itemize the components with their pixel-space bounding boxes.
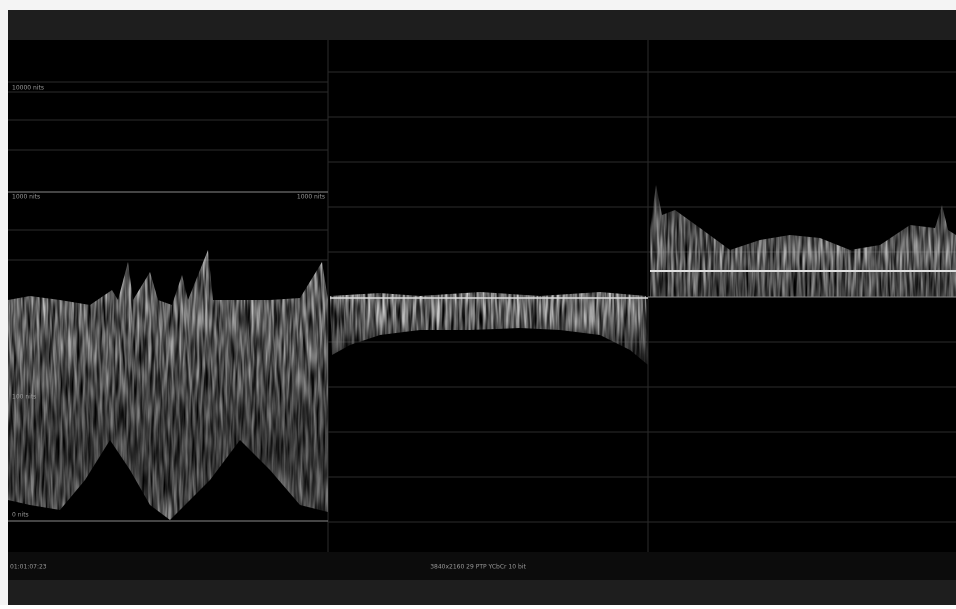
status-bar [8,552,956,580]
waveform-middle [330,292,648,365]
scale-label: 0 nits [12,512,29,519]
waveform-right [650,185,956,297]
format-info: 3840x2160 29 PTP YCbCr 10 bit [430,564,526,571]
waveforms [8,185,956,520]
bottom-bar [8,580,956,605]
waveform-left [8,250,328,520]
scale-label: 10000 nits [12,85,44,92]
graticule [8,40,956,552]
timecode: 01:01:07:23 [10,564,47,571]
top-bar [8,10,956,40]
scale-label: 100 nits [12,394,36,401]
scale-label: 1000 nits [12,194,40,201]
scale-label: 1000 nits [297,194,325,201]
